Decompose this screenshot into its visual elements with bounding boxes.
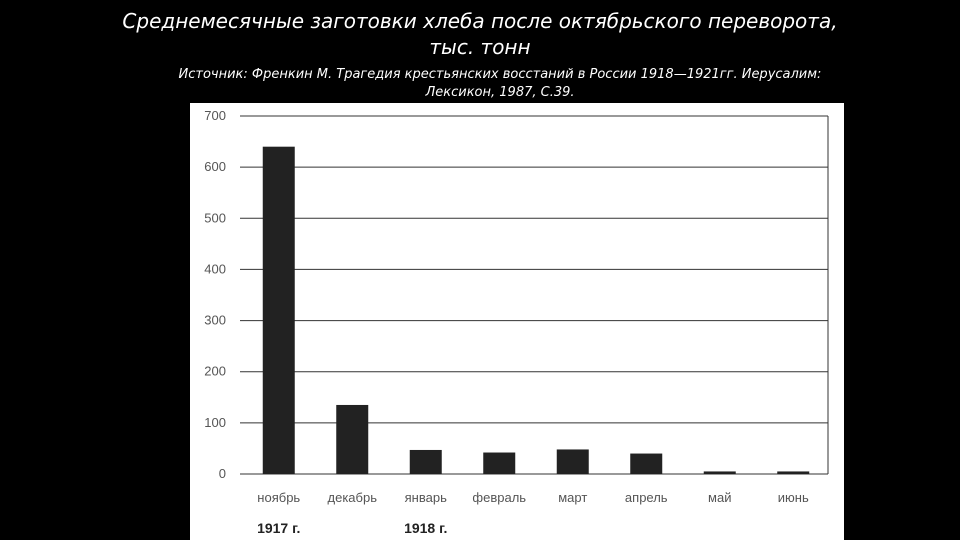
x-tick-label: март [558, 490, 587, 505]
y-tick-label: 700 [204, 108, 226, 123]
year-label-0: 1917 г. [257, 520, 300, 536]
x-tick-label: апрель [625, 490, 668, 505]
y-axis-ticks: 0 100 200 300 400 500 600 700 [204, 108, 226, 481]
x-tick-label: июнь [778, 490, 809, 505]
x-axis-ticks: ноябрь декабрь январь февраль март апрель май и… [257, 490, 809, 505]
bar-3 [483, 452, 516, 474]
x-tick-label: январь [405, 490, 447, 505]
x-tick-label: февраль [472, 490, 526, 505]
gridlines [240, 115, 829, 475]
y-tick-label: 0 [219, 466, 226, 481]
bar-0 [262, 146, 295, 474]
x-tick-label: ноябрь [257, 490, 300, 505]
y-tick-label: 200 [204, 364, 226, 379]
y-tick-label: 500 [204, 210, 226, 225]
y-tick-label: 600 [204, 159, 226, 174]
x-tick-label: май [708, 490, 731, 505]
bar-4 [556, 449, 589, 474]
y-tick-label: 300 [204, 313, 226, 328]
bar-chart: 0 100 200 300 400 500 600 700 ноябрь декабрь янва… [204, 108, 829, 536]
source-note-line-2: Лексикон, 1987, С.39. [425, 85, 575, 100]
year-labels: 1917 г. 1918 г. [257, 520, 447, 536]
bar-2 [409, 449, 442, 474]
x-tick-label: декабрь [328, 490, 378, 505]
chart-title-line-2: тыс. тонн [429, 35, 531, 59]
y-tick-label: 100 [204, 415, 226, 430]
bar-7 [777, 471, 810, 474]
chart-panel: 0 100 200 300 400 500 600 700 ноябрь декабрь янва… [190, 103, 844, 540]
y-tick-label: 400 [204, 261, 226, 276]
chart-title-line-1: Среднемесячные заготовки хлеба после окт… [122, 9, 838, 33]
source-note: Источник: Френкин М. Трагедия крестьянск… [120, 66, 880, 102]
bar-6 [703, 471, 736, 474]
bar-1 [336, 404, 369, 474]
chart-title: Среднемесячные заготовки хлеба после окт… [0, 8, 960, 60]
source-note-line-1: Источник: Френкин М. Трагедия крестьянск… [178, 67, 822, 82]
bar-5 [630, 453, 663, 474]
bars [262, 146, 810, 474]
year-label-1: 1918 г. [404, 520, 447, 536]
